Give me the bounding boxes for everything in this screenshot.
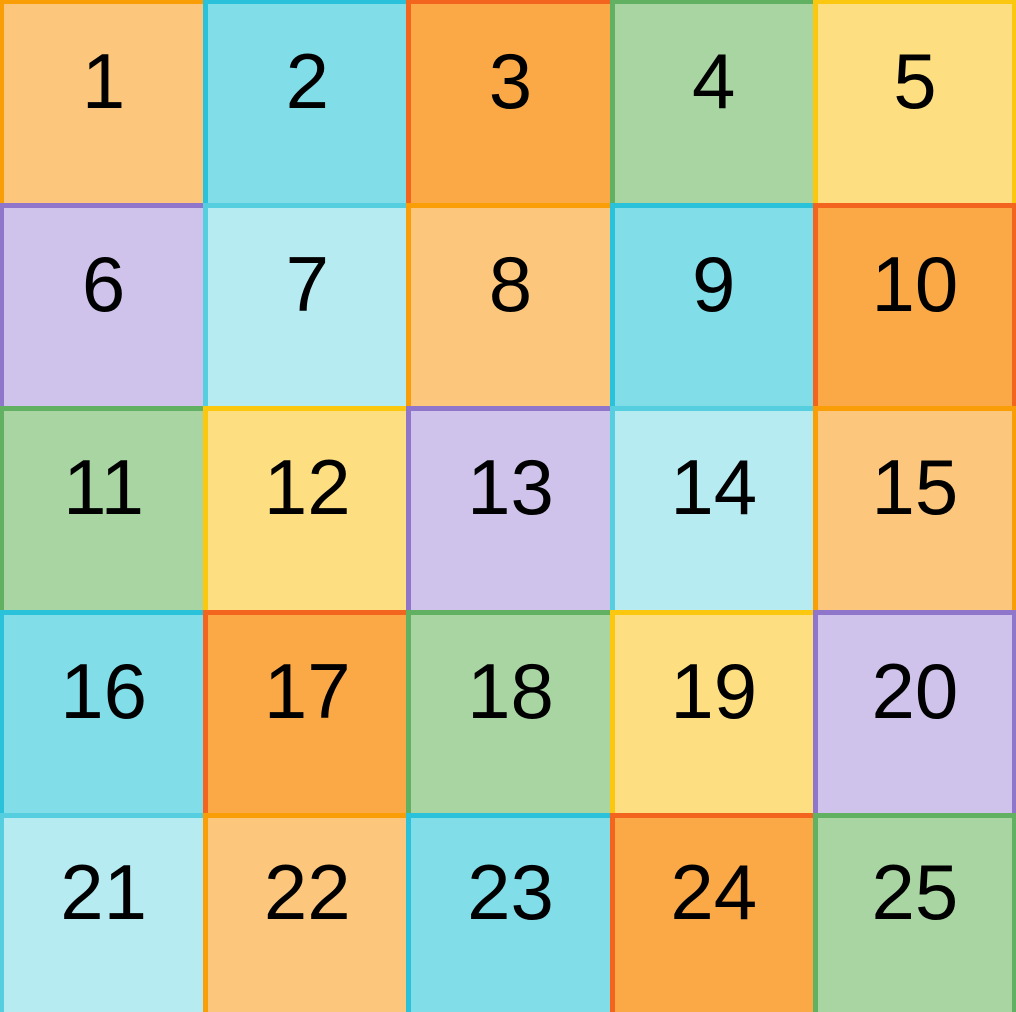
cell-number: 19 (670, 646, 758, 735)
cell-number: 18 (467, 646, 554, 735)
grid-cell-5[interactable]: 5 (812, 0, 1016, 204)
cell-number: 17 (263, 646, 351, 735)
cell-number: 9 (692, 240, 736, 329)
cell-number: 3 (488, 36, 533, 125)
grid-cell-7[interactable]: 7 (203, 203, 407, 407)
cell-number: 23 (467, 847, 554, 936)
cell-number: 1 (81, 36, 126, 125)
cell-number: 21 (60, 847, 147, 936)
cell-number: 2 (285, 36, 329, 125)
grid-cell-9[interactable]: 9 (609, 203, 813, 407)
cell-number: 6 (81, 240, 126, 329)
grid-cell-17[interactable]: 17 (203, 609, 407, 813)
cell-number: 8 (488, 240, 533, 329)
grid-cell-22[interactable]: 22 (203, 812, 407, 1012)
grid-cell-18[interactable]: 18 (406, 609, 610, 813)
cell-number: 5 (893, 36, 937, 125)
cell-number: 10 (871, 240, 959, 329)
grid-cell-10[interactable]: 10 (812, 203, 1016, 407)
cell-number: 11 (63, 443, 145, 532)
grid-cell-12[interactable]: 12 (203, 406, 407, 610)
grid-cell-20[interactable]: 20 (812, 609, 1016, 813)
cell-number: 4 (692, 36, 736, 125)
grid-cell-24[interactable]: 24 (609, 812, 813, 1012)
cell-number: 12 (263, 443, 351, 532)
grid-cell-2[interactable]: 2 (203, 0, 407, 204)
grid-cell-11[interactable]: 11 (0, 406, 204, 610)
grid-cell-16[interactable]: 16 (0, 609, 204, 813)
cell-number: 15 (871, 443, 959, 532)
cell-number: 22 (263, 847, 351, 936)
grid-cell-13[interactable]: 13 (406, 406, 610, 610)
cell-number: 13 (467, 443, 554, 532)
grid-cell-3[interactable]: 3 (406, 0, 610, 204)
cell-number: 24 (670, 847, 758, 936)
grid-cell-4[interactable]: 4 (609, 0, 813, 204)
grid-cell-1[interactable]: 1 (0, 0, 204, 204)
grid-cell-21[interactable]: 21 (0, 812, 204, 1012)
grid-cell-25[interactable]: 25 (812, 812, 1016, 1012)
grid-cell-6[interactable]: 6 (0, 203, 204, 407)
cell-number: 20 (871, 646, 959, 735)
cell-number: 25 (871, 847, 959, 936)
grid-cell-15[interactable]: 15 (812, 406, 1016, 610)
cell-number: 16 (60, 646, 147, 735)
grid-cell-23[interactable]: 23 (406, 812, 610, 1012)
grid-cell-8[interactable]: 8 (406, 203, 610, 407)
grid-cell-14[interactable]: 14 (609, 406, 813, 610)
cell-number: 7 (285, 240, 329, 329)
cell-number: 14 (670, 443, 758, 532)
grid-cell-19[interactable]: 19 (609, 609, 813, 813)
